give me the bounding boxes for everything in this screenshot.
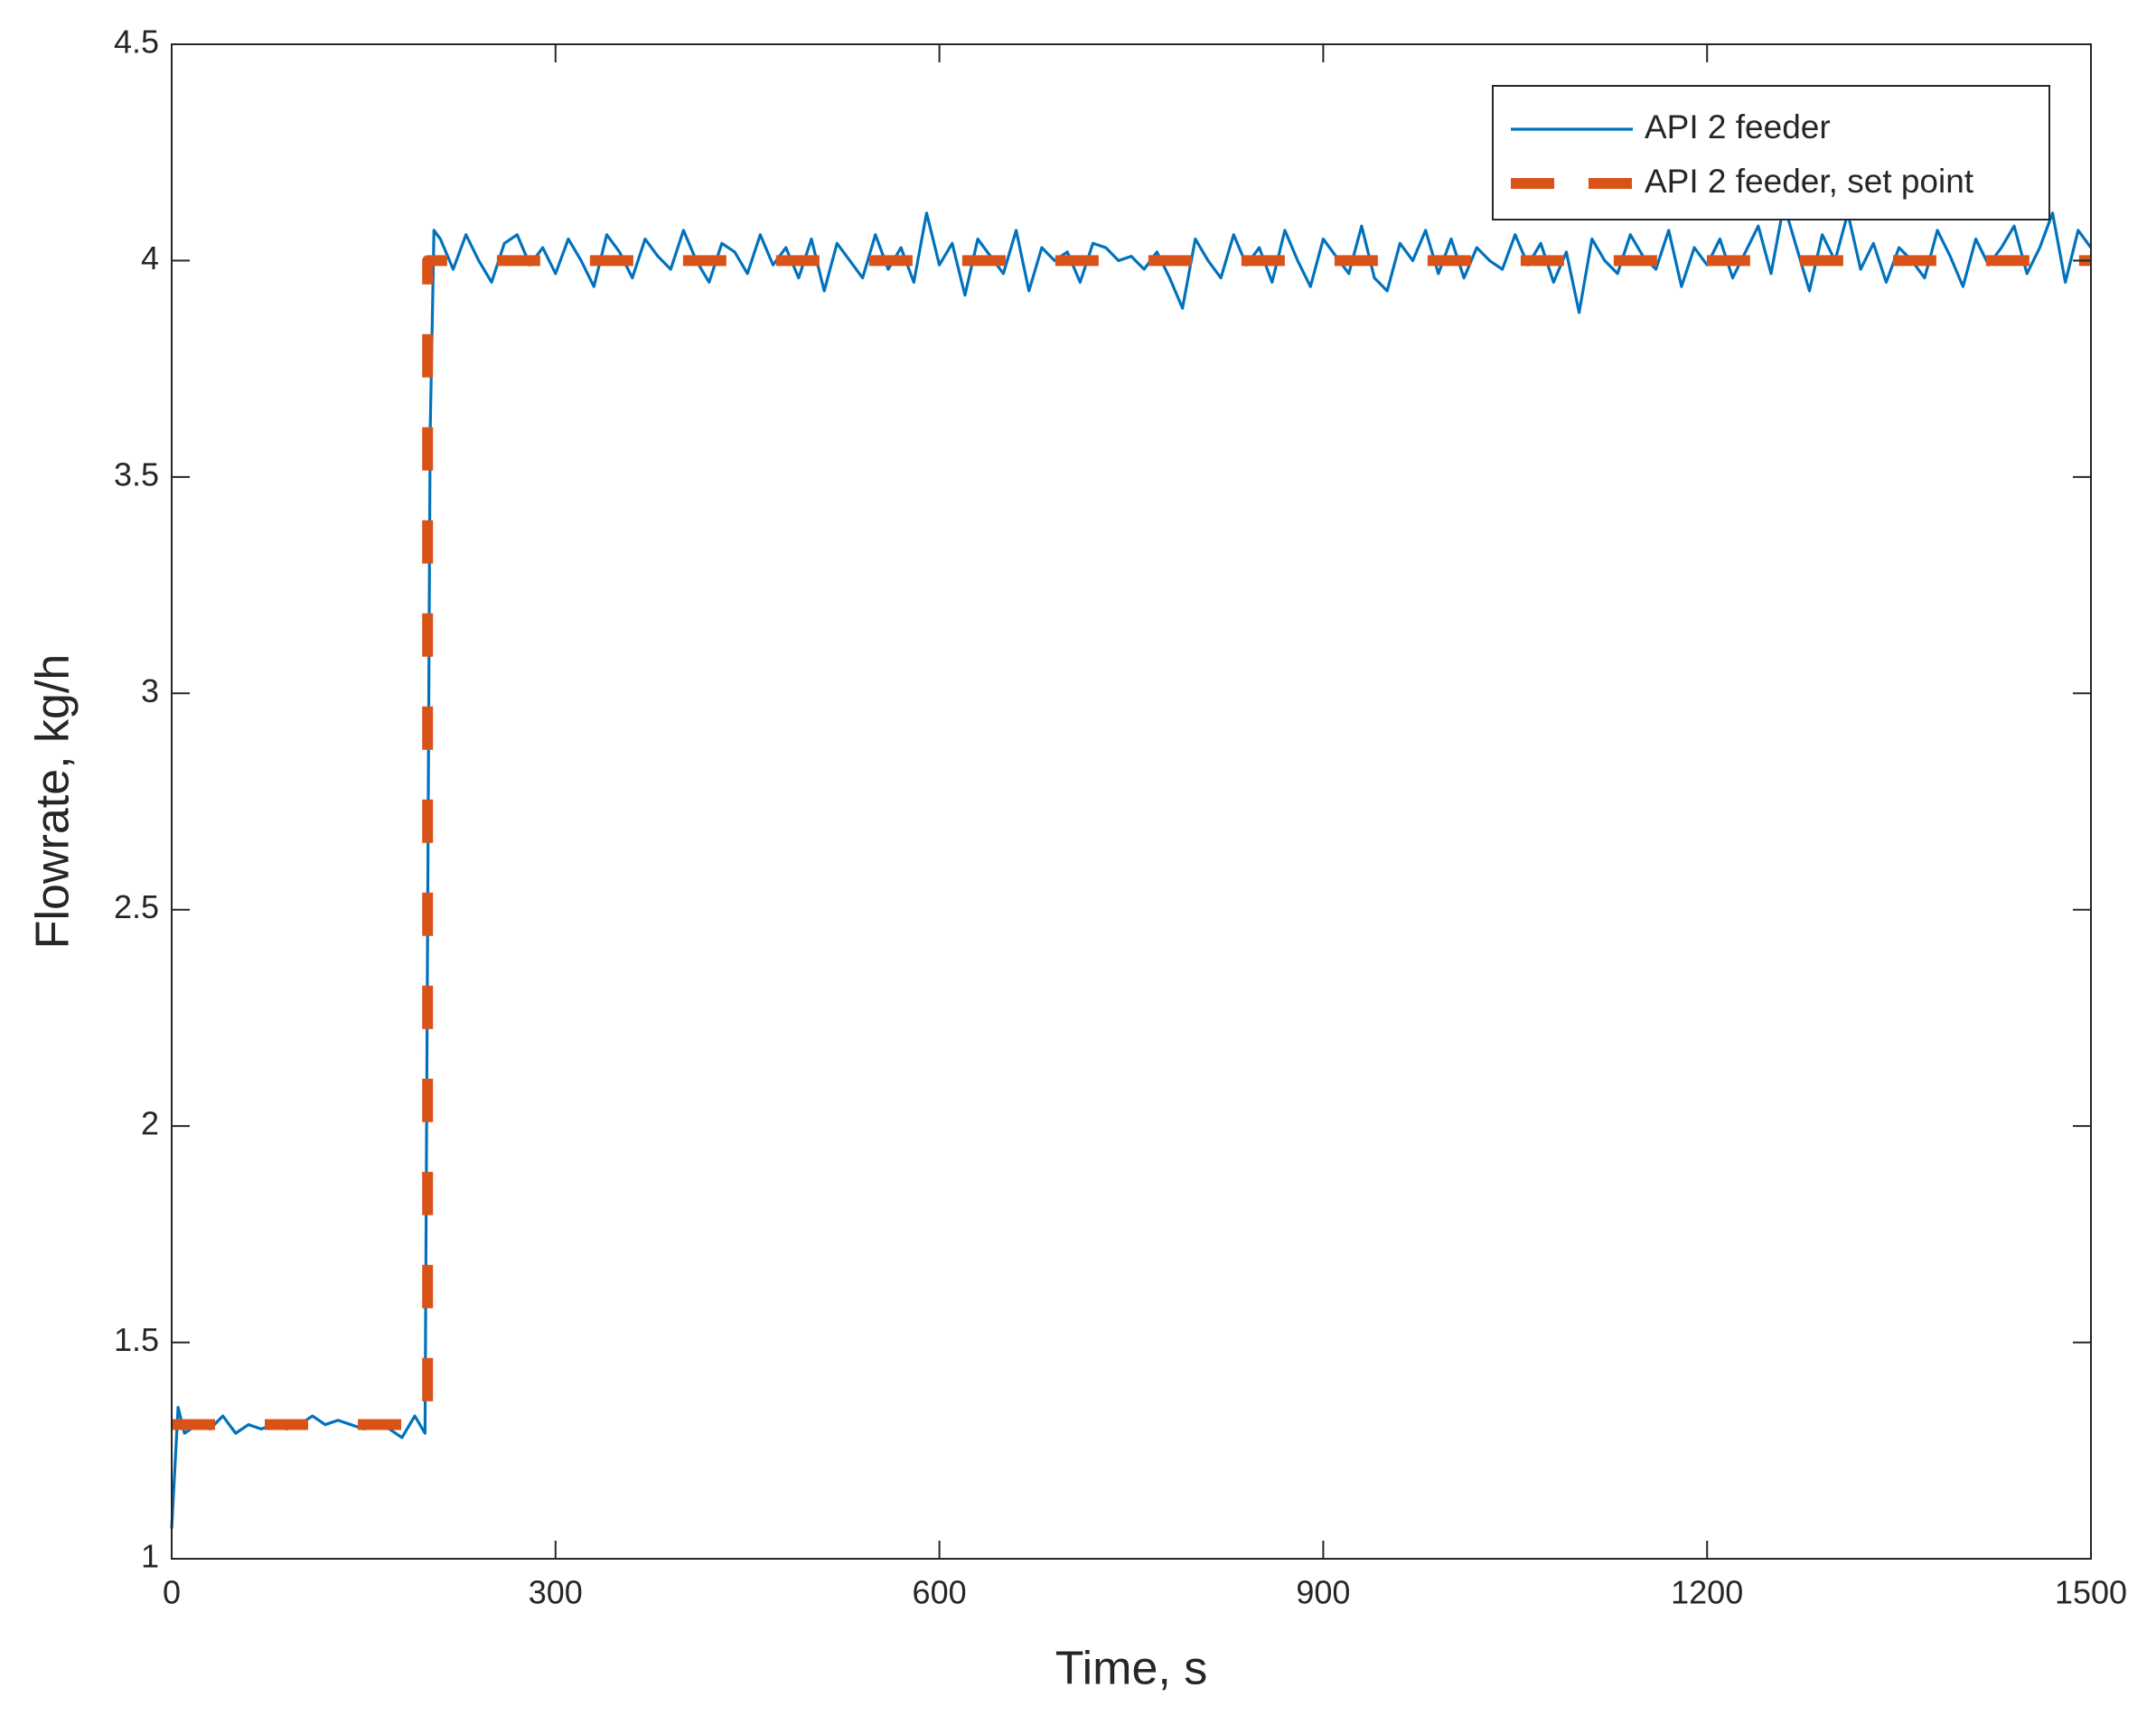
legend-label: API 2 feeder, set point [1645,163,1974,200]
y-tick-label: 2.5 [114,888,159,925]
x-tick-label: 1500 [2055,1574,2127,1611]
x-tick-label: 300 [529,1574,583,1611]
x-tick-label: 0 [163,1574,181,1611]
y-axis-title: Flowrate, kg/h [27,654,80,950]
y-tick-label: 1.5 [114,1321,159,1358]
axes-box [171,43,2092,1560]
y-tick-label: 2 [141,1105,159,1142]
data-line [170,202,2093,1529]
x-tick-label: 900 [1296,1574,1350,1611]
legend-label: API 2 feeder [1645,108,1831,145]
x-tick-label: 1200 [1671,1574,1743,1611]
y-tick-label: 4 [141,239,159,277]
y-tick-label: 3 [141,672,159,709]
x-tick-label: 600 [913,1574,967,1611]
data-line [172,255,2091,1430]
plot-area [172,44,2091,1559]
y-tick-label: 3.5 [114,455,159,492]
legend-box [1492,85,2050,220]
x-axis-title: Time, s [1055,1643,1208,1695]
y-tick-label: 1 [141,1538,159,1575]
y-tick-label: 4.5 [114,23,159,61]
